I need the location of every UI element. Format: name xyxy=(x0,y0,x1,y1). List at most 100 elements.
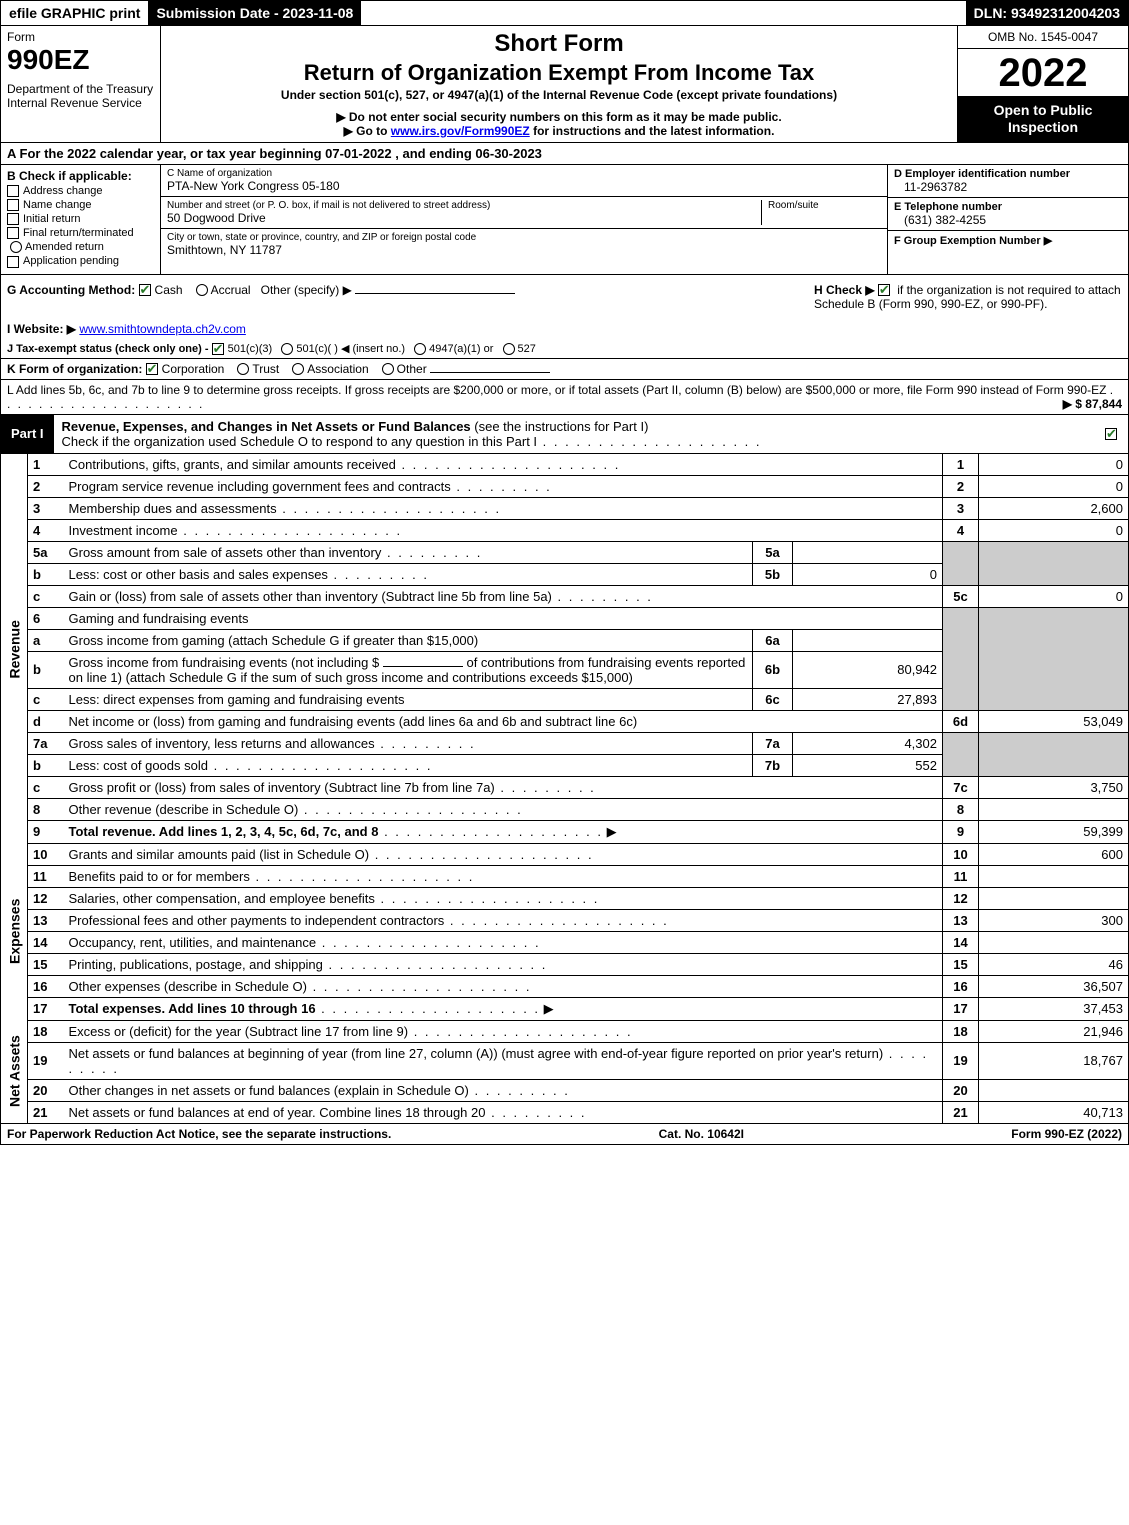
row-gross-receipts: L Add lines 5b, 6c, and 7b to line 9 to … xyxy=(0,379,1129,415)
val-12 xyxy=(979,887,1129,909)
chk-corporation[interactable] xyxy=(146,363,158,375)
subtitle: Under section 501(c), 527, or 4947(a)(1)… xyxy=(169,88,949,102)
chk-cash[interactable] xyxy=(139,284,151,296)
chk-initial-return[interactable]: Initial return xyxy=(7,213,154,225)
chk-address-change[interactable]: Address change xyxy=(7,185,154,197)
chk-trust[interactable] xyxy=(237,363,249,375)
val-8 xyxy=(979,798,1129,820)
irs-link[interactable]: www.irs.gov/Form990EZ xyxy=(391,124,530,138)
city-value: Smithtown, NY 11787 xyxy=(167,243,282,257)
chk-other-org[interactable] xyxy=(382,363,394,375)
val-20 xyxy=(979,1079,1129,1101)
section-b: B Check if applicable: Address change Na… xyxy=(1,165,161,274)
val-11 xyxy=(979,865,1129,887)
main-title: Return of Organization Exempt From Incom… xyxy=(169,60,949,86)
val-5c: 0 xyxy=(979,585,1129,607)
part1-check-text: Check if the organization used Schedule … xyxy=(62,434,538,449)
room-suite-label: Room/suite xyxy=(761,200,881,225)
val-2: 0 xyxy=(979,475,1129,497)
chk-schedule-b[interactable] xyxy=(878,284,890,296)
form-number: 990EZ xyxy=(7,44,90,75)
org-name-label: C Name of organization xyxy=(167,168,881,179)
val-19: 18,767 xyxy=(979,1042,1129,1079)
chk-4947[interactable] xyxy=(414,343,426,355)
val-5a xyxy=(793,541,943,563)
header-center: Short Form Return of Organization Exempt… xyxy=(161,26,958,142)
org-name-value: PTA-New York Congress 05-180 xyxy=(167,179,340,193)
chk-application-pending[interactable]: Application pending xyxy=(7,255,154,267)
form-label: Form xyxy=(7,30,35,44)
val-14 xyxy=(979,931,1129,953)
header-left: Form 990EZ Department of the Treasury In… xyxy=(1,26,161,142)
chk-name-change[interactable]: Name change xyxy=(7,199,154,211)
val-3: 2,600 xyxy=(979,497,1129,519)
short-form-title: Short Form xyxy=(169,30,949,58)
chk-association[interactable] xyxy=(292,363,304,375)
ein-label: D Employer identification number xyxy=(894,168,1122,180)
val-7b: 552 xyxy=(793,754,943,776)
part1-title: Revenue, Expenses, and Changes in Net As… xyxy=(62,419,471,434)
city-label: City or town, state or province, country… xyxy=(167,232,881,243)
section-bcdef: B Check if applicable: Address change Na… xyxy=(0,165,1129,275)
schedule-b-check: H Check ▶ if the organization is not req… xyxy=(808,275,1128,319)
chk-501c[interactable] xyxy=(281,343,293,355)
cat-no: Cat. No. 10642I xyxy=(659,1127,744,1141)
efile-print[interactable]: efile GRAPHIC print xyxy=(1,1,148,25)
val-13: 300 xyxy=(979,909,1129,931)
section-c: C Name of organization PTA-New York Cong… xyxy=(161,165,888,274)
val-7c: 3,750 xyxy=(979,776,1129,798)
paperwork-notice: For Paperwork Reduction Act Notice, see … xyxy=(7,1127,391,1141)
street-value: 50 Dogwood Drive xyxy=(167,211,266,225)
row-a-tax-year: A For the 2022 calendar year, or tax yea… xyxy=(0,143,1129,165)
header-right: OMB No. 1545-0047 2022 Open to Public In… xyxy=(958,26,1128,142)
val-6c: 27,893 xyxy=(793,688,943,710)
phone-value: (631) 382-4255 xyxy=(894,213,1122,227)
part1-tag: Part I xyxy=(1,415,54,453)
dln: DLN: 93492312004203 xyxy=(966,1,1128,25)
chk-amended-return[interactable]: Amended return xyxy=(7,241,154,253)
chk-accrual[interactable] xyxy=(196,284,208,296)
val-5b: 0 xyxy=(793,563,943,585)
side-expenses: Expenses xyxy=(1,843,28,1020)
row-gh: G Accounting Method: Cash Accrual Other … xyxy=(0,275,1129,319)
accounting-method: G Accounting Method: Cash Accrual Other … xyxy=(1,275,808,319)
top-bar: efile GRAPHIC print Submission Date - 20… xyxy=(0,0,1129,26)
val-9: 59,399 xyxy=(979,820,1129,843)
row-tax-exempt: J Tax-exempt status (check only one) - 5… xyxy=(0,339,1129,358)
val-6b: 80,942 xyxy=(793,651,943,688)
val-6a xyxy=(793,629,943,651)
val-10: 600 xyxy=(979,843,1129,865)
form-ref: Form 990-EZ (2022) xyxy=(1011,1127,1122,1141)
footer: For Paperwork Reduction Act Notice, see … xyxy=(0,1124,1129,1145)
section-def: D Employer identification number 11-2963… xyxy=(888,165,1128,274)
row-website: I Website: ▶ www.smithtowndepta.ch2v.com xyxy=(0,319,1129,339)
submission-date: Submission Date - 2023-11-08 xyxy=(148,1,361,25)
tax-year: 2022 xyxy=(958,49,1128,96)
row-form-org: K Form of organization: Corporation Trus… xyxy=(0,358,1129,379)
open-inspection: Open to Public Inspection xyxy=(958,96,1128,142)
lines-table: Revenue 1 Contributions, gifts, grants, … xyxy=(0,454,1129,1124)
val-21: 40,713 xyxy=(979,1101,1129,1123)
part1-header: Part I Revenue, Expenses, and Changes in… xyxy=(0,415,1129,454)
note-ssn: ▶ Do not enter social security numbers o… xyxy=(169,110,949,124)
form-header: Form 990EZ Department of the Treasury In… xyxy=(0,26,1129,143)
val-6d: 53,049 xyxy=(979,710,1129,732)
val-15: 46 xyxy=(979,953,1129,975)
side-net-assets: Net Assets xyxy=(1,1020,28,1123)
val-7a: 4,302 xyxy=(793,732,943,754)
group-exemption-label: F Group Exemption Number ▶ xyxy=(894,234,1122,247)
ein-value: 11-2963782 xyxy=(894,180,1122,194)
val-4: 0 xyxy=(979,519,1129,541)
street-label: Number and street (or P. O. box, if mail… xyxy=(167,200,761,211)
phone-label: E Telephone number xyxy=(894,201,1122,213)
chk-schedule-o[interactable] xyxy=(1105,428,1117,440)
val-16: 36,507 xyxy=(979,975,1129,997)
department: Department of the Treasury Internal Reve… xyxy=(7,82,154,111)
chk-501c3[interactable] xyxy=(212,343,224,355)
note-link: ▶ Go to www.irs.gov/Form990EZ for instru… xyxy=(169,124,949,138)
val-18: 21,946 xyxy=(979,1020,1129,1042)
omb-number: OMB No. 1545-0047 xyxy=(958,26,1128,49)
chk-final-return[interactable]: Final return/terminated xyxy=(7,227,154,239)
website-link[interactable]: www.smithtowndepta.ch2v.com xyxy=(79,322,246,336)
chk-527[interactable] xyxy=(503,343,515,355)
